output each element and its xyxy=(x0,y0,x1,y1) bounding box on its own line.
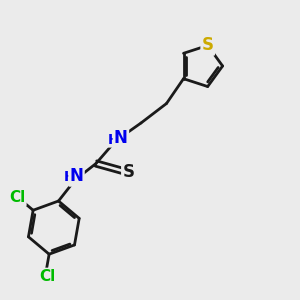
Text: H: H xyxy=(107,133,119,146)
Text: S: S xyxy=(122,163,134,181)
Text: Cl: Cl xyxy=(9,190,26,205)
Text: H: H xyxy=(64,170,75,184)
Text: N: N xyxy=(70,167,83,185)
Text: Cl: Cl xyxy=(39,269,56,284)
Text: S: S xyxy=(202,37,214,55)
Text: N: N xyxy=(114,129,128,147)
